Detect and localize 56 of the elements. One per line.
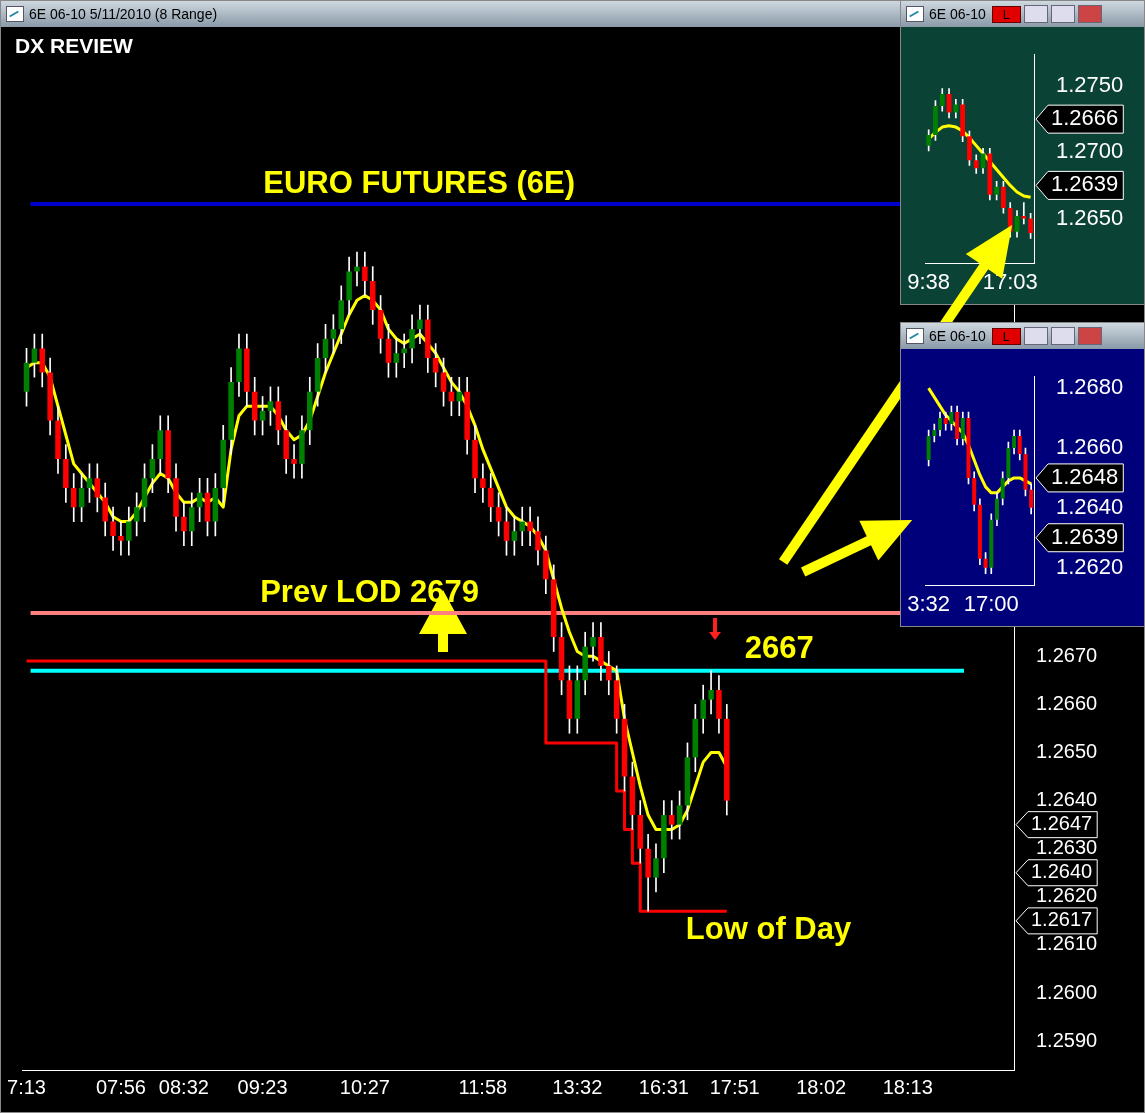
annotation: 2667 [744, 629, 814, 665]
x-tick-label: 18:02 [796, 1075, 847, 1098]
y-tick-label: 1.2650 [1036, 740, 1098, 763]
y-tick-label: 1.2700 [1056, 138, 1124, 164]
x-tick-label: 13:32 [552, 1075, 603, 1098]
ref-line-label: EURO FUTURES (6E) [263, 165, 576, 201]
candlestick [118, 521, 124, 556]
annotation: Low of Day [685, 911, 852, 947]
x-tick-label: 16:31 [638, 1075, 689, 1098]
y-tick-label: 1.2590 [1036, 1028, 1098, 1051]
x-tick-label: 11:58 [458, 1075, 508, 1098]
y-tick-label: 1.2670 [1036, 643, 1098, 666]
x-tick-label: 18:13 [882, 1075, 933, 1098]
x-tick-label: 08:32 [158, 1075, 209, 1098]
y-tick-label: 1.2680 [1056, 374, 1124, 400]
candlestick [708, 670, 714, 715]
text: 1.2648 [1051, 463, 1119, 489]
y-tick-label: 1.2660 [1056, 434, 1124, 460]
chart-title: 6E 06-10 5/11/2010 (8 Range) [29, 6, 218, 22]
text: 1.2666 [1051, 105, 1119, 131]
y-tick-label: 1.2640 [1036, 788, 1098, 811]
y-tick-label: 1.2620 [1056, 553, 1124, 579]
candlestick [354, 251, 360, 287]
text: L [991, 5, 1022, 23]
text: 1.2639 [1051, 523, 1119, 549]
candlestick [519, 506, 525, 546]
x-tick-label: 07:56 [95, 1075, 146, 1098]
text: 1.2647 [1031, 812, 1093, 835]
x-tick-label: 3:32 [907, 590, 951, 616]
y-tick-label: 1.2630 [1036, 836, 1098, 859]
x-tick-label: 17:51 [709, 1075, 760, 1098]
y-tick-label: 1.2620 [1036, 884, 1098, 907]
x-tick-label: 17:03 [982, 268, 1038, 294]
x-tick-label: 17:00 [963, 590, 1019, 616]
x-tick-label: 7:13 [7, 1075, 46, 1098]
chart-title: 6E 06-10 [929, 6, 986, 22]
ref-line-label: Prev LOD 2679 [260, 574, 480, 610]
candlestick [401, 333, 407, 368]
candlestick [527, 506, 533, 546]
x-tick-label: 09:23 [237, 1075, 288, 1098]
y-tick-label: 1.2750 [1056, 72, 1124, 98]
candlestick [291, 444, 297, 479]
y-tick-label: 1.2610 [1036, 932, 1098, 955]
text: 1.2617 [1031, 908, 1093, 931]
y-tick-label: 1.2600 [1036, 980, 1098, 1003]
chart-subtitle: DX REVIEW [15, 34, 134, 58]
text: 1.2639 [1051, 171, 1119, 197]
candlestick [417, 304, 423, 344]
x-tick-label: 10:27 [339, 1075, 390, 1098]
x-tick-label: 9:38 [907, 268, 951, 294]
y-tick-label: 1.2640 [1056, 493, 1124, 519]
y-tick-label: 1.2650 [1056, 204, 1124, 230]
chart-title: 6E 06-10 [929, 328, 986, 344]
candlestick [1021, 202, 1027, 225]
y-tick-label: 1.2660 [1036, 691, 1098, 714]
annotation: L [991, 327, 1022, 345]
